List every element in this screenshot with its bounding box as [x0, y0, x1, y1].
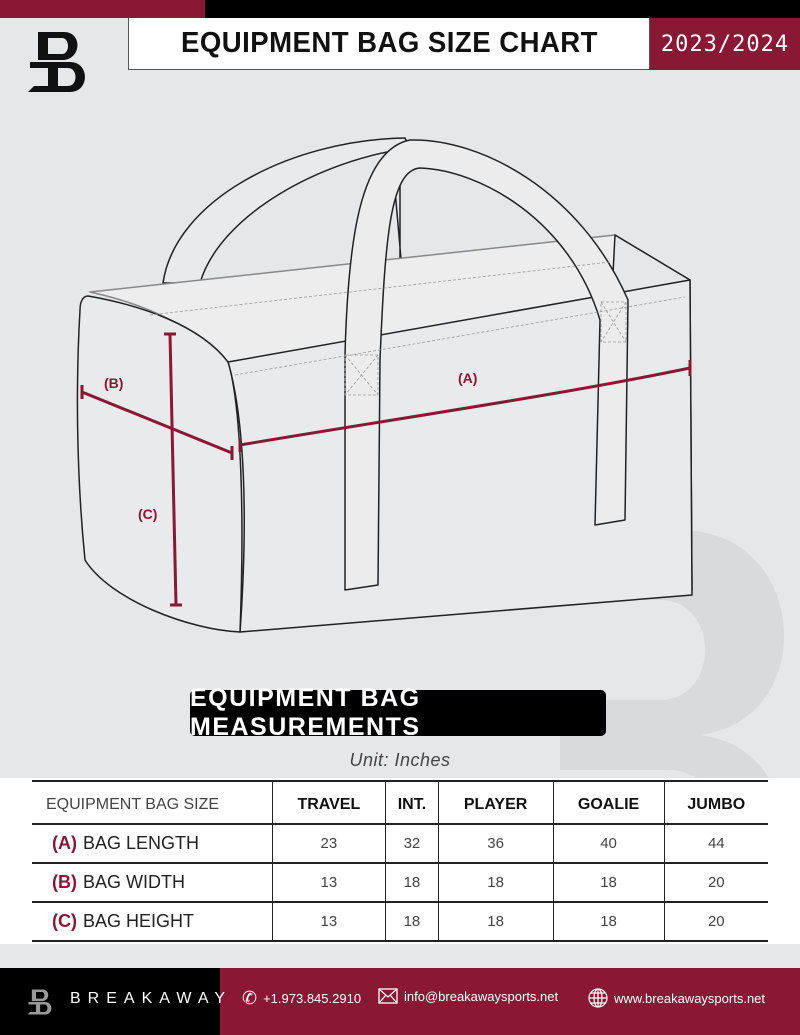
cell: 40 [553, 824, 665, 863]
unit-label: Unit: Inches [349, 750, 451, 770]
label-c: (C) [138, 506, 158, 522]
cell: 18 [385, 902, 439, 941]
label-a: (A) [458, 370, 478, 386]
footer-contact-area [220, 968, 800, 1035]
table-row: (C) BAG HEIGHT 13 18 18 18 20 [32, 902, 768, 941]
phone-contact[interactable]: ✆ +1.973.845.2910 [242, 988, 361, 1009]
row-label: BAG LENGTH [83, 833, 200, 853]
footer-brand: BREAKAWAY [70, 990, 232, 1007]
top-bar-accent [0, 0, 205, 18]
footer-logo [27, 989, 52, 1015]
page-title: EQUIPMENT BAG SIZE CHART [180, 27, 598, 59]
label-b: (B) [104, 375, 124, 391]
cell: 36 [438, 824, 554, 863]
cell: 18 [553, 902, 665, 941]
cell: 20 [707, 874, 725, 891]
table-row: (A) BAG LENGTH 23 32 36 40 44 [32, 824, 768, 863]
row-key: (A) [52, 833, 77, 853]
cell: 13 [272, 863, 387, 902]
header-size: EQUIPMENT BAG SIZE [32, 781, 273, 824]
cell: 18 [438, 902, 554, 941]
header-int: INT. [385, 781, 439, 824]
size-table: EQUIPMENT BAG SIZE TRAVEL INT. PLAYER GO… [32, 780, 768, 942]
season-badge: 2023/2024 [650, 18, 800, 70]
phone-icon: ✆ [242, 988, 258, 1008]
row-label: BAG HEIGHT [83, 911, 195, 931]
row-key: (B) [52, 872, 77, 892]
website-url: www.breakawaysports.net [614, 990, 766, 1006]
cell: 32 [385, 824, 439, 863]
cell: 23 [272, 824, 387, 863]
section-title: EQUIPMENT BAG MEASUREMENTS [190, 684, 606, 741]
header-goalie: GOALIE [553, 781, 665, 824]
website-contact[interactable]: www.breakawaysports.net [588, 988, 765, 1008]
phone-number: +1.973.845.2910 [263, 991, 362, 1006]
globe-icon [588, 988, 608, 1008]
breakaway-logo [28, 32, 85, 92]
email-contact[interactable]: info@breakawaysports.net [378, 988, 558, 1004]
email-address: info@breakawaysports.net [404, 988, 559, 1004]
mail-icon [378, 988, 398, 1004]
cell: 18 [553, 863, 665, 902]
table-header-row: EQUIPMENT BAG SIZE TRAVEL INT. PLAYER GO… [32, 781, 768, 824]
cell: 18 [438, 863, 554, 902]
bag-illustration [76, 137, 693, 633]
footer-brand-area [0, 968, 220, 1035]
header-jumbo: JUMBO [687, 795, 746, 813]
top-bar [205, 0, 800, 18]
page-title-box: EQUIPMENT BAG SIZE CHART [128, 18, 650, 70]
cell: 44 [707, 835, 725, 852]
measurement-lines [80, 332, 692, 607]
header-travel: TRAVEL [272, 781, 387, 824]
header-player: PLAYER [438, 781, 554, 824]
table-row: (B) BAG WIDTH 13 18 18 18 20 [32, 863, 768, 902]
row-key: (C) [52, 911, 77, 931]
row-label: BAG WIDTH [83, 872, 185, 892]
cell: 13 [272, 902, 387, 941]
cell: 20 [707, 913, 725, 930]
cell: 18 [385, 863, 439, 902]
